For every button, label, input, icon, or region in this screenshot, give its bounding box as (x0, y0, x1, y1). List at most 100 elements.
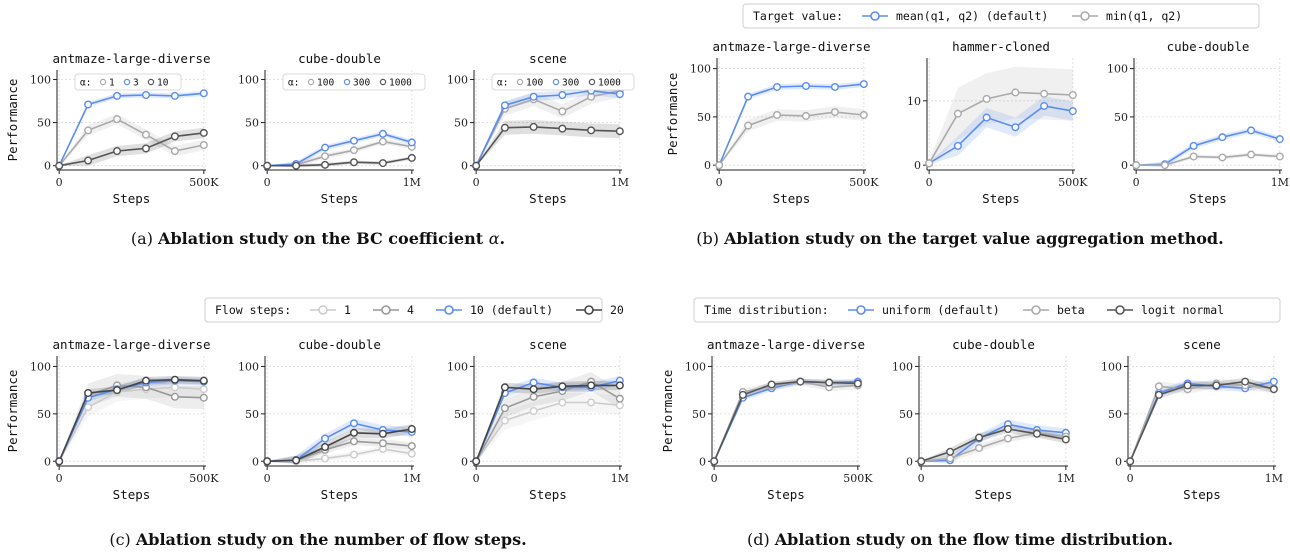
data-point (500, 123, 509, 132)
data-point (946, 447, 955, 456)
inset-legend-label: 300 (562, 78, 579, 89)
y-tick-label: 50 (1108, 408, 1122, 421)
data-point (615, 90, 624, 99)
series-line (58, 386, 204, 462)
data-point (1068, 91, 1077, 100)
panel-title: antmaze-large-diverse (52, 51, 210, 66)
y-tick-label: 0 (461, 455, 468, 468)
x-tick-label: 0 (56, 472, 63, 485)
x-tick-label: 1M (403, 472, 421, 485)
x-axis-label: Steps (113, 191, 151, 206)
data-point (529, 92, 538, 101)
data-point (710, 457, 719, 466)
data-point (500, 416, 509, 425)
x-tick-label: 500K (189, 176, 219, 189)
inset-legend-label: 1 (109, 78, 115, 89)
data-point (170, 375, 179, 384)
data-point (1160, 161, 1169, 170)
data-point (529, 407, 538, 416)
data-point (199, 128, 208, 137)
panel-title: cube-double (298, 51, 381, 66)
data-point (1275, 135, 1284, 144)
data-point (1061, 435, 1070, 444)
data-point (263, 457, 272, 466)
inset-legend-marker (99, 78, 107, 86)
data-point (55, 161, 64, 170)
series-line (475, 89, 620, 167)
series-line (713, 380, 858, 462)
series-line (928, 91, 1073, 164)
y-tick-label: 0 (906, 455, 913, 468)
caption-label: (d) (747, 530, 775, 549)
data-point (84, 126, 93, 135)
x-axis-label: Steps (529, 487, 567, 502)
series-band (476, 83, 620, 167)
series-band (267, 156, 412, 168)
data-point (529, 378, 538, 387)
data-point (1212, 381, 1221, 390)
y-tick-label: 100 (238, 360, 259, 373)
data-point (321, 434, 330, 443)
panel-c-1: cube-double 0 50 100 0 1M Steps (238, 337, 421, 502)
legend-label: 1 (344, 303, 351, 317)
data-point (292, 161, 301, 170)
x-tick-label: 1M (1265, 472, 1283, 485)
panel-title: scene (529, 337, 567, 352)
inset-legend-title: α: (80, 78, 91, 89)
panel-a-0: antmaze-large-diverse 0 50 100 0 500K Steps Per… (5, 51, 219, 206)
data-point (170, 132, 179, 141)
series-band (929, 96, 1073, 165)
x-axis-label: Steps (773, 191, 811, 206)
series-line (267, 448, 412, 463)
legend-label: 4 (407, 303, 414, 317)
data-point (141, 90, 150, 99)
figure-b: Target value: mean(q1, q2) (default) min(q… (665, 3, 1289, 248)
series-line (267, 428, 412, 463)
figure-c: Flow steps: 1 4 10 (default) 20 antmaze-large… (5, 297, 629, 549)
series-line (713, 380, 858, 462)
inset-legend-label: 3 (133, 78, 139, 89)
panel-title: antmaze-large-diverse (707, 337, 865, 352)
y-axis-label: Performance (665, 73, 680, 156)
legend-title: Target value: (753, 9, 843, 23)
data-point (170, 91, 179, 100)
data-point (975, 433, 984, 442)
data-point (1068, 107, 1077, 116)
data-point (321, 443, 330, 452)
y-tick-label: 0 (1115, 455, 1122, 468)
y-tick-label: 100 (892, 360, 913, 373)
y-tick-label: 100 (447, 73, 468, 86)
data-point (1275, 152, 1284, 161)
x-tick-label: 500K (1058, 176, 1088, 189)
y-tick-label: 0 (461, 160, 468, 173)
inset-legend-box (282, 73, 426, 91)
series-band (1130, 378, 1274, 462)
data-point (558, 382, 567, 391)
data-point (349, 419, 358, 428)
data-point (321, 454, 330, 463)
y-tick-label: 0 (44, 160, 51, 173)
data-point (715, 161, 724, 170)
series-line (58, 118, 204, 167)
data-point (946, 454, 955, 463)
data-point (84, 388, 93, 397)
series-band (59, 377, 204, 463)
y-tick-label: 100 (447, 360, 468, 373)
y-tick-label: 10 (907, 95, 921, 108)
x-tick-label: 500K (849, 176, 879, 189)
data-point (1218, 153, 1227, 162)
y-tick-label: 100 (690, 63, 711, 76)
data-point (587, 381, 596, 390)
legend-marker (1115, 305, 1125, 315)
y-tick-label: 50 (1114, 111, 1128, 124)
series-band (59, 127, 204, 167)
data-point (84, 403, 93, 412)
panel-c-0: antmaze-large-diverse 0 50 100 0 500K Steps Per… (5, 337, 219, 502)
series-band (719, 81, 864, 166)
data-point (830, 108, 839, 117)
inset-legend-marker (552, 78, 560, 86)
x-axis-label: Steps (321, 191, 359, 206)
y-tick-label: 50 (454, 117, 468, 130)
inset-legend-label: 10 (157, 78, 169, 89)
